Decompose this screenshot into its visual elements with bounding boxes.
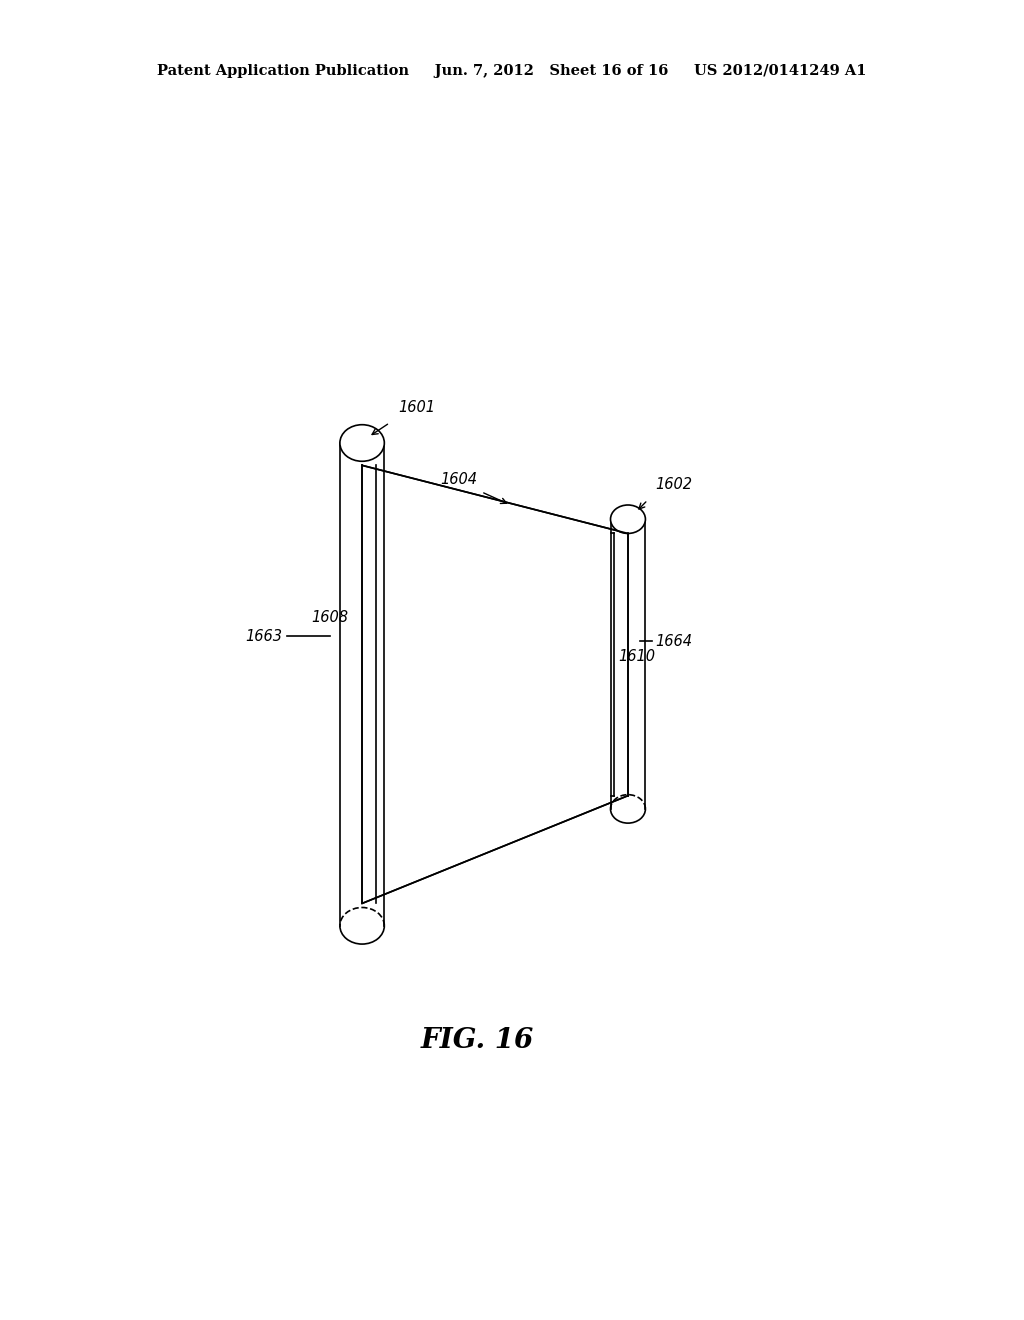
Text: 1663: 1663 <box>246 628 283 644</box>
Text: 1610: 1610 <box>618 649 655 664</box>
Text: 1602: 1602 <box>655 477 693 492</box>
Polygon shape <box>362 466 628 903</box>
Text: 1664: 1664 <box>655 634 693 648</box>
Text: 1601: 1601 <box>397 400 435 414</box>
Ellipse shape <box>340 425 384 461</box>
Text: 1608: 1608 <box>311 610 348 626</box>
Ellipse shape <box>610 506 645 533</box>
Text: FIG. 16: FIG. 16 <box>421 1027 534 1055</box>
Text: 1604: 1604 <box>440 471 477 487</box>
Text: Patent Application Publication     Jun. 7, 2012   Sheet 16 of 16     US 2012/014: Patent Application Publication Jun. 7, 2… <box>158 65 866 78</box>
